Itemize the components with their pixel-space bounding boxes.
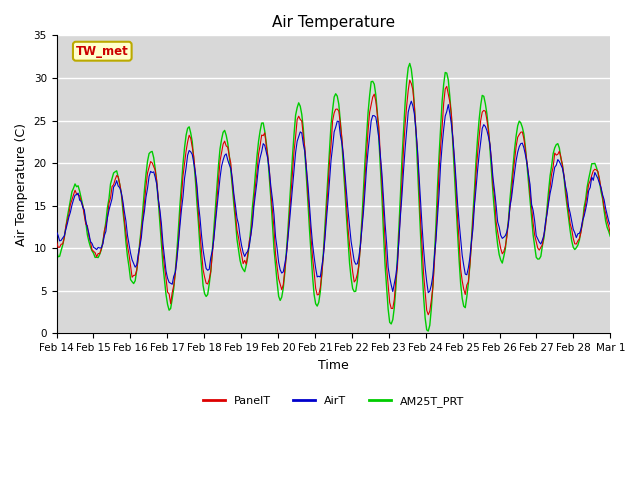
Title: Air Temperature: Air Temperature (272, 15, 395, 30)
Text: TW_met: TW_met (76, 45, 129, 58)
Legend: PanelT, AirT, AM25T_PRT: PanelT, AirT, AM25T_PRT (198, 392, 468, 411)
Y-axis label: Air Temperature (C): Air Temperature (C) (15, 123, 28, 246)
X-axis label: Time: Time (318, 359, 349, 372)
